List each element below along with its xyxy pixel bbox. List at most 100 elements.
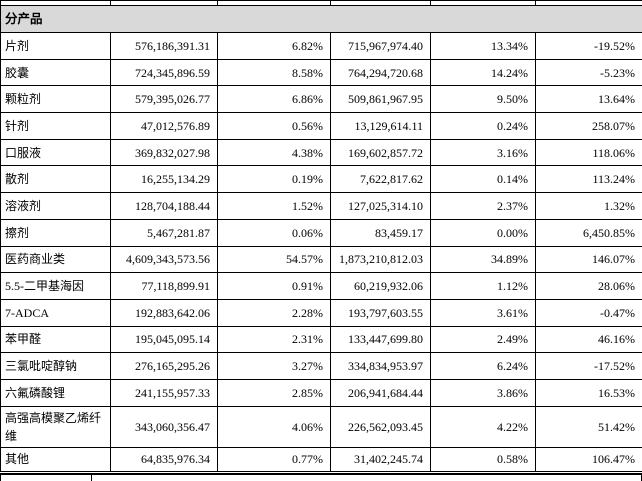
value-cell: 2.28%: [217, 298, 331, 327]
value-cell: 2.31%: [217, 325, 331, 354]
next-row-partial: [0, 473, 642, 481]
value-cell: 258.07%: [535, 112, 642, 140]
value-cell: 6.82%: [217, 32, 331, 60]
section-header-row: 分产品: [0, 5, 642, 33]
value-cell: 83,459.17: [330, 218, 431, 247]
table-row: 口服液 369,832,027.98 4.38% 169,602,857.72 3.16…: [0, 138, 642, 167]
table-row: 胶囊 724,345,896.59 8.58% 764,294,720.68 14.24…: [0, 58, 642, 87]
value-cell: 5,467,281.87: [110, 218, 218, 247]
value-cell: 106.47%: [535, 446, 642, 472]
value-cell: 127,025,314.10: [330, 192, 431, 220]
product-name-cell: 散剂: [0, 165, 111, 194]
value-cell: 192,883,642.06: [110, 298, 218, 327]
value-cell: 724,345,896.59: [110, 58, 218, 87]
value-cell: 9.50%: [430, 85, 536, 114]
value-cell: 118.06%: [535, 138, 642, 167]
product-name-cell: 针剂: [0, 112, 111, 140]
value-cell: 576,186,391.31: [110, 32, 218, 60]
product-name-cell: 其他: [0, 446, 111, 472]
value-cell: 0.58%: [430, 446, 536, 472]
table-row: 片剂 576,186,391.31 6.82% 715,967,974.40 13.34…: [0, 32, 642, 60]
value-cell: 0.06%: [217, 218, 331, 247]
value-cell: 1.12%: [430, 272, 536, 300]
table-row: 其他 64,835,976.34 0.77% 31,402,245.74 0.58% 10…: [0, 446, 642, 472]
value-cell: 2.37%: [430, 192, 536, 220]
value-cell: 0.14%: [430, 165, 536, 194]
product-name-cell: 颗粒剂: [0, 85, 111, 114]
value-cell: 54.57%: [217, 245, 331, 274]
value-cell: 77,118,899.91: [110, 272, 218, 300]
value-cell: 0.56%: [217, 112, 331, 140]
value-cell: 0.00%: [430, 218, 536, 247]
value-cell: 6.24%: [430, 352, 536, 380]
value-cell: 3.27%: [217, 352, 331, 380]
value-cell: 509,861,967.95: [330, 85, 431, 114]
value-cell: 1,873,210,812.03: [330, 245, 431, 274]
value-cell: 2.85%: [217, 378, 331, 407]
value-cell: 0.19%: [217, 165, 331, 194]
value-cell: 47,012,576.89: [110, 112, 218, 140]
value-cell: 13,129,614.11: [330, 112, 431, 140]
product-name-cell: 医药商业类: [0, 245, 111, 274]
value-cell: 146.07%: [535, 245, 642, 274]
product-name-cell: 7-ADCA: [0, 298, 111, 327]
value-cell: 1.52%: [217, 192, 331, 220]
product-name-cell: 5.5-二甲基海因: [0, 272, 111, 300]
table-row: 高强高模聚乙烯纤维 343,060,356.47 4.06% 226,562,093.…: [0, 405, 642, 448]
product-name-cell: 六氟磷酸锂: [0, 378, 111, 407]
value-cell: 13.64%: [535, 85, 642, 114]
value-cell: 28.06%: [535, 272, 642, 300]
value-cell: 3.16%: [430, 138, 536, 167]
product-name-cell: 三氯吡啶醇钠: [0, 352, 111, 380]
value-cell: 195,045,095.14: [110, 325, 218, 354]
table-row: 针剂 47,012,576.89 0.56% 13,129,614.11 0.24% 25…: [0, 112, 642, 140]
table-row: 7-ADCA 192,883,642.06 2.28% 193,797,603.55 3…: [0, 298, 642, 327]
value-cell: 4,609,343,573.56: [110, 245, 218, 274]
value-cell: -17.52%: [535, 352, 642, 380]
value-cell: 206,941,684.44: [330, 378, 431, 407]
table-row: 医药商业类 4,609,343,573.56 54.57% 1,873,210,812…: [0, 245, 642, 274]
value-cell: 16.53%: [535, 378, 642, 407]
column-divider: [91, 475, 92, 481]
value-cell: 193,797,603.55: [330, 298, 431, 327]
value-cell: 7,622,817.62: [330, 165, 431, 194]
product-name-cell: 擦剂: [0, 218, 111, 247]
value-cell: 3.86%: [430, 378, 536, 407]
value-cell: 6.86%: [217, 85, 331, 114]
product-name-cell: 苯甲醛: [0, 325, 111, 354]
product-name-cell: 溶液剂: [0, 192, 111, 220]
value-cell: 3.61%: [430, 298, 536, 327]
table-row: 5.5-二甲基海因 77,118,899.91 0.91% 60,219,932.06…: [0, 272, 642, 300]
section-label: 分产品: [0, 5, 642, 33]
value-cell: 0.24%: [430, 112, 536, 140]
table-row: 溶液剂 128,704,188.44 1.52% 127,025,314.10 2.37…: [0, 192, 642, 220]
value-cell: 369,832,027.98: [110, 138, 218, 167]
value-cell: 226,562,093.45: [330, 405, 431, 448]
value-cell: 764,294,720.68: [330, 58, 431, 87]
table-row: 苯甲醛 195,045,095.14 2.31% 133,447,699.80 2.49…: [0, 325, 642, 354]
value-cell: 0.77%: [217, 446, 331, 472]
value-cell: 133,447,699.80: [330, 325, 431, 354]
value-cell: 34.89%: [430, 245, 536, 274]
value-cell: 13.34%: [430, 32, 536, 60]
value-cell: 1.32%: [535, 192, 642, 220]
value-cell: 4.22%: [430, 405, 536, 448]
value-cell: 46.16%: [535, 325, 642, 354]
value-cell: -0.47%: [535, 298, 642, 327]
table-row: 三氯吡啶醇钠 276,165,295.26 3.27% 334,834,953.97 6…: [0, 352, 642, 380]
value-cell: 51.42%: [535, 405, 642, 448]
value-cell: 6,450.85%: [535, 218, 642, 247]
value-cell: 31,402,245.74: [330, 446, 431, 472]
value-cell: 276,165,295.26: [110, 352, 218, 380]
value-cell: 60,219,932.06: [330, 272, 431, 300]
value-cell: -5.23%: [535, 58, 642, 87]
value-cell: 2.49%: [430, 325, 536, 354]
value-cell: 64,835,976.34: [110, 446, 218, 472]
table-row: 散剂 16,255,134.29 0.19% 7,622,817.62 0.14% 113…: [0, 165, 642, 194]
value-cell: 128,704,188.44: [110, 192, 218, 220]
value-cell: 8.58%: [217, 58, 331, 87]
value-cell: 14.24%: [430, 58, 536, 87]
product-name-cell: 高强高模聚乙烯纤维: [0, 405, 111, 448]
